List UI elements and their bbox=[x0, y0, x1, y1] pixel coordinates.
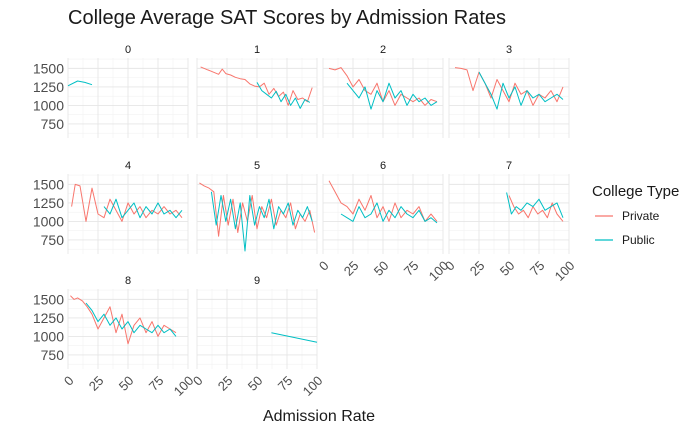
x-tick-label: 100 bbox=[300, 373, 326, 399]
series-line-public bbox=[271, 332, 318, 343]
y-tick-label: 1250 bbox=[33, 195, 64, 211]
x-tick-label: 50 bbox=[371, 258, 392, 279]
legend: College Type Private Public bbox=[592, 183, 679, 247]
legend-item-private: Private bbox=[595, 209, 660, 223]
facet-label: 6 bbox=[380, 160, 386, 172]
series-line-public bbox=[256, 82, 311, 109]
y-tick-label: 750 bbox=[41, 116, 65, 132]
series-line-private bbox=[508, 195, 564, 222]
y-tick-label: 1500 bbox=[33, 291, 64, 307]
series-line-public bbox=[346, 82, 438, 110]
series-line-public bbox=[85, 302, 177, 337]
x-tick-label: 75 bbox=[527, 258, 548, 279]
y-tick-label: 1250 bbox=[33, 310, 64, 326]
x-axis-label: Admission Rate bbox=[263, 408, 375, 425]
facet-label: 7 bbox=[506, 160, 512, 172]
y-tick-label: 1250 bbox=[33, 79, 64, 95]
x-tick-label: 25 bbox=[86, 373, 107, 394]
x-tick-label: 25 bbox=[215, 373, 236, 394]
x-tick-label: 50 bbox=[245, 373, 266, 394]
legend-label: Public bbox=[622, 233, 655, 247]
series-line-public bbox=[506, 192, 564, 218]
series-line-public bbox=[210, 191, 313, 252]
series-line-public bbox=[67, 80, 93, 87]
legend-label: Private bbox=[622, 209, 660, 223]
facet-label: 5 bbox=[254, 160, 260, 172]
series-line-public bbox=[340, 202, 438, 224]
x-tick-label: 0 bbox=[316, 258, 332, 274]
facet-label: 2 bbox=[380, 44, 386, 56]
y-tick-label: 750 bbox=[41, 232, 65, 248]
facet-label: 4 bbox=[125, 160, 131, 172]
facet-label: 9 bbox=[254, 275, 260, 287]
y-tick-label: 1500 bbox=[33, 60, 64, 76]
y-tick-label: 1500 bbox=[33, 176, 64, 192]
facet-panel-4: 4 750 1000 1250 1500 bbox=[33, 160, 189, 254]
legend-title: College Type bbox=[592, 183, 679, 200]
facet-panel-7: 70 25 50 75 100 bbox=[442, 160, 578, 284]
y-tick-label: 750 bbox=[41, 347, 65, 363]
facet-panel-2: 2 bbox=[322, 44, 444, 138]
series-line-private bbox=[200, 66, 313, 106]
series-line-private bbox=[71, 183, 183, 222]
y-tick-label: 1000 bbox=[33, 213, 64, 229]
x-tick-label: 75 bbox=[275, 373, 296, 394]
y-tick-label: 1000 bbox=[33, 328, 64, 344]
facet-panel-0: 0 750 1000 1250 1500 bbox=[33, 44, 189, 138]
x-tick-label: 0 bbox=[61, 373, 77, 389]
facet-label: 3 bbox=[506, 44, 512, 56]
facet-panel-5: 5 bbox=[196, 160, 318, 254]
y-tick-label: 1000 bbox=[33, 97, 64, 113]
x-tick-label: 50 bbox=[116, 373, 137, 394]
series-line-private bbox=[199, 182, 316, 237]
facet-label: 1 bbox=[254, 44, 260, 56]
series-line-public bbox=[103, 198, 183, 219]
series-line-public bbox=[478, 71, 564, 110]
x-tick-label: 75 bbox=[401, 258, 422, 279]
facet-panel-9: 90 25 50 75 100 bbox=[190, 275, 326, 399]
x-tick-label: 50 bbox=[497, 258, 518, 279]
chart-title: College Average SAT Scores by Admission … bbox=[68, 7, 506, 29]
legend-item-public: Public bbox=[595, 233, 655, 247]
series-line-private bbox=[454, 67, 564, 106]
facet-panel-1: 1 bbox=[196, 44, 318, 138]
series-line-private bbox=[328, 180, 438, 222]
x-tick-label: 25 bbox=[341, 258, 362, 279]
x-tick-label: 75 bbox=[146, 373, 167, 394]
facet-label: 0 bbox=[125, 44, 131, 56]
x-tick-label: 25 bbox=[467, 258, 488, 279]
facet-panel-3: 3 bbox=[448, 44, 570, 138]
facet-panel-6: 60 25 50 75 100 bbox=[316, 160, 452, 284]
x-tick-label: 100 bbox=[552, 258, 578, 284]
facet-label: 8 bbox=[125, 275, 131, 287]
